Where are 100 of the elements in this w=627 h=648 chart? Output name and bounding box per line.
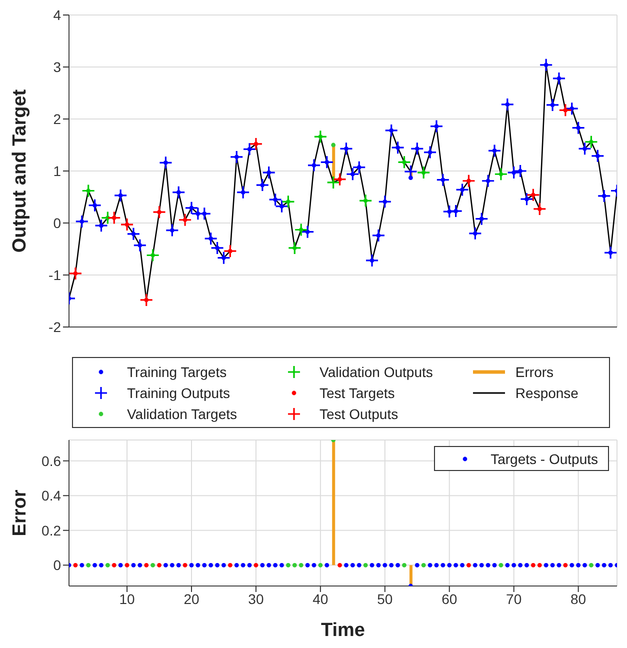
x-tick-label: 50 [377,590,393,607]
point [572,121,586,135]
x-tick-label: 20 [184,590,200,607]
legend-label: Training Outputs [127,384,230,400]
point [352,160,366,174]
legend-label: Test Targets [320,384,395,400]
point [416,166,430,180]
point [539,58,553,72]
point [331,142,336,148]
legend-label: Response [515,384,578,400]
point [256,178,270,192]
point [236,186,250,200]
point [223,244,237,258]
y-tick-label: -1 [48,266,62,283]
point [590,149,604,163]
point [410,142,424,156]
point [281,194,295,208]
point [462,174,476,188]
y-axis-title: Output and Target [10,88,31,253]
x-axis-title: Time [320,620,366,641]
point [520,192,534,206]
point [488,144,502,158]
point [384,124,398,138]
point [126,227,140,241]
point [332,172,347,186]
point [346,167,360,181]
point [526,188,540,202]
legend-label: Errors [515,364,554,380]
point [82,184,96,198]
x-tick-label: 80 [570,590,586,607]
point [391,140,405,154]
point [546,98,560,112]
y-axis-title: Error [10,489,31,536]
x-tick-label: 60 [442,590,458,607]
point [69,266,82,280]
y-tick-label: 1 [53,162,62,179]
y-tick-label: 4 [53,6,62,23]
y-tick-label: 3 [53,58,62,75]
point [300,225,314,239]
y-tick-label: 0.4 [42,488,62,504]
point [397,155,412,169]
point [146,248,160,262]
point [114,188,128,202]
point [500,98,514,112]
y-tick-label: 0.2 [42,522,62,538]
point [442,204,456,218]
point [120,218,134,232]
point [481,174,495,188]
point [430,119,444,134]
point [513,164,528,178]
y-tick-label: 2 [53,110,62,127]
point [294,222,308,237]
point [216,251,231,265]
legend-label: Test Outputs [320,406,398,422]
point [436,173,450,187]
point [242,142,256,156]
point [494,167,508,181]
point [88,198,102,212]
point [372,228,386,242]
point [378,194,392,208]
point [565,102,579,116]
x-tick-label: 10 [119,590,136,607]
point [107,211,121,225]
point [326,176,340,190]
legend-label: Validation Targets [127,406,237,422]
point [262,166,276,180]
x-tick-label: 30 [248,590,264,607]
point [158,156,173,170]
point [558,103,572,117]
point [365,254,379,268]
point [230,150,244,164]
point [198,206,212,220]
point [94,218,108,232]
point [288,241,302,255]
point [320,155,334,169]
point [507,166,521,180]
point [133,238,147,252]
point [604,246,617,260]
point [172,186,186,200]
point [455,182,470,197]
y-tick-label: -2 [48,318,62,335]
point [339,142,354,156]
point [178,213,192,227]
y-tick-label: 0 [53,557,62,574]
legend-label: Validation Outputs [320,364,433,380]
point [358,194,372,208]
point [584,135,598,149]
point [75,214,89,228]
y-tick-label: 0 [53,214,62,231]
point [474,212,488,226]
legend-label: Targets - Outputs [490,450,598,466]
legend-label: Training Targets [127,364,227,380]
point [532,202,546,216]
point [449,204,463,218]
x-tick-label: 70 [506,590,522,607]
point [165,223,179,238]
point [552,72,566,86]
point [314,130,328,144]
x-tick-label: 40 [312,590,328,607]
point [249,137,263,151]
